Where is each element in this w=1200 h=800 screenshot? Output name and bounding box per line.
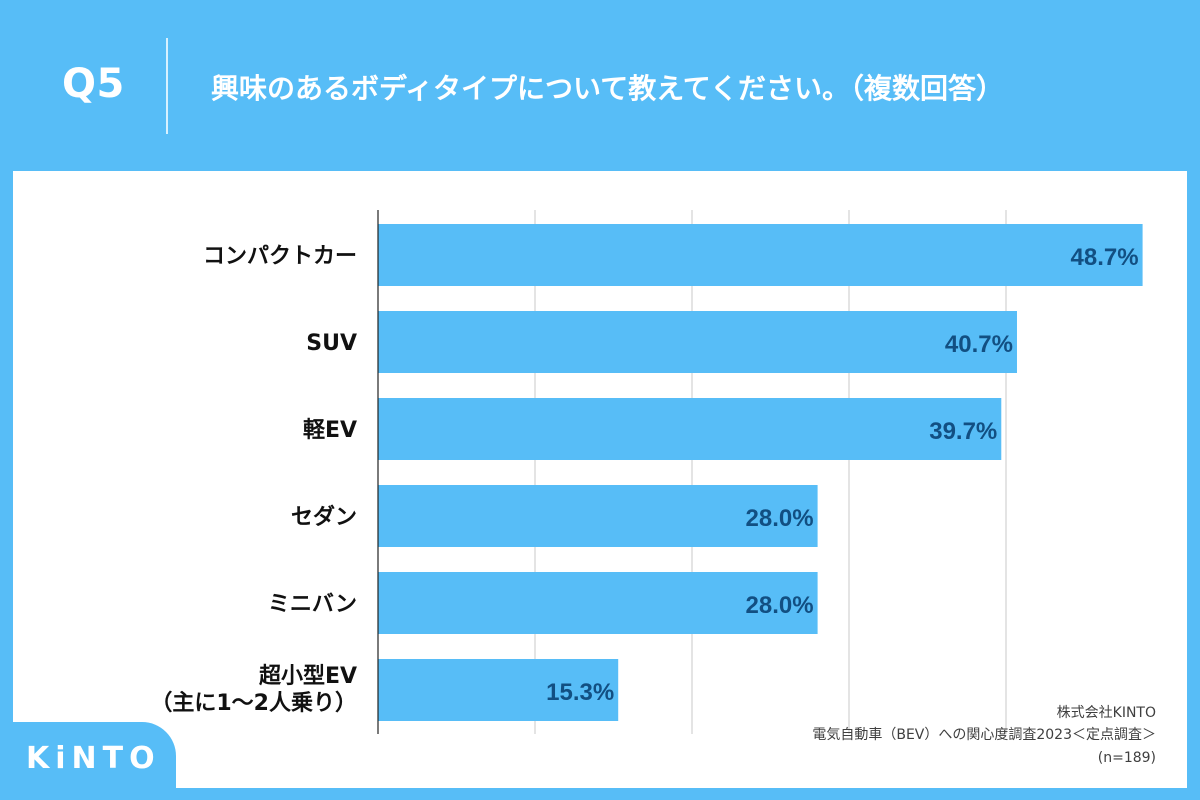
grid-lines (534, 210, 1007, 734)
bar-5 (378, 572, 818, 634)
value-label-3: 39.7% (929, 418, 997, 445)
category-label-2: SUV (306, 331, 357, 356)
bar-2 (378, 311, 1017, 373)
category-label-5: ミニバン (268, 592, 357, 617)
kinto-logo-badge (0, 722, 176, 800)
kinto-logo: KiNTO (26, 741, 161, 776)
category-label-line-2-1: SUV (306, 331, 357, 356)
value-label-6: 15.3% (546, 679, 614, 706)
value-label-5: 28.0% (746, 592, 814, 619)
category-label-line-4-1: セダン (291, 504, 357, 530)
sample-size: (n=189) (1097, 750, 1156, 766)
category-label-4: セダン (291, 504, 357, 530)
category-label-1: コンパクトカー (203, 244, 357, 269)
category-label-line-6-1: 超小型EV (259, 664, 357, 689)
category-label-line-1-1: コンパクトカー (203, 244, 357, 269)
question-number: Q5 (62, 61, 125, 107)
header-banner: Q5 興味のあるボディタイプについて教えてください。（複数回答） (0, 0, 1200, 170)
source-company: 株式会社KINTO (1056, 705, 1156, 721)
bar-4 (378, 485, 818, 547)
bar-6 (378, 659, 619, 721)
value-label-2: 40.7% (945, 331, 1013, 358)
header-divider (166, 38, 168, 134)
category-label-line-6-2: （主に1～2人乗り） (150, 691, 357, 716)
category-label-6: 超小型EV （主に1～2人乗り） (150, 664, 357, 716)
bar-1 (378, 224, 1143, 286)
bar-3 (378, 398, 1002, 460)
value-label-1: 48.7% (1071, 244, 1139, 271)
question-title: 興味のあるボディタイプについて教えてください。（複数回答） (211, 72, 1004, 105)
value-label-4: 28.0% (746, 505, 814, 532)
category-label-line-5-1: ミニバン (268, 592, 357, 617)
source-survey: 電気自動車（BEV）への関心度調査2023＜定点調査＞ (812, 727, 1156, 743)
category-label-line-3-1: 軽EV (303, 417, 357, 443)
category-label-3: 軽EV (303, 417, 357, 443)
